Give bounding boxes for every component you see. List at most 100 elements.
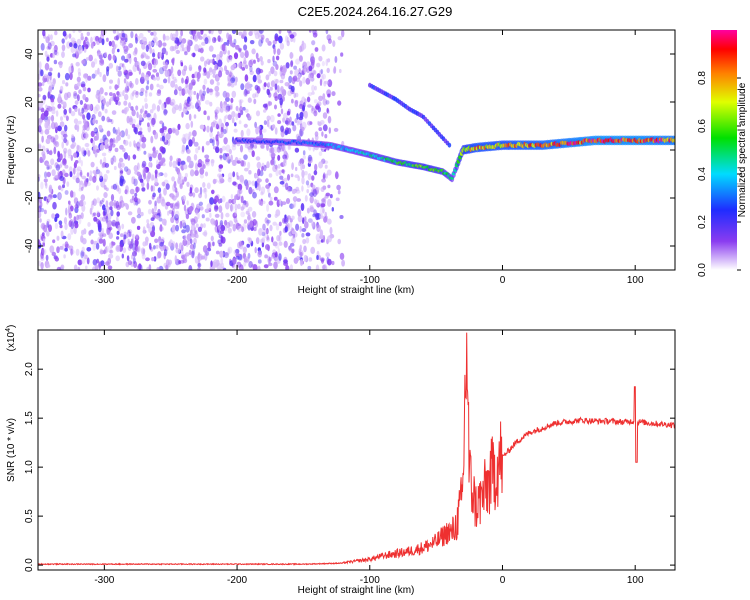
spectrogram-noise-cell	[38, 73, 41, 81]
spectrogram-noise-cell	[147, 62, 153, 71]
spectrogram-noise-cell	[227, 227, 232, 234]
spectrogram-noise-cell	[252, 191, 257, 199]
spectrogram-noise-cell	[257, 177, 261, 184]
spectrogram-noise-cell	[201, 41, 206, 46]
spectrogram-noise-cell	[188, 82, 193, 91]
spectrogram-noise-cell	[271, 124, 276, 129]
spectrogram-noise-cell	[329, 194, 333, 199]
spectrogram-noise-cell	[114, 147, 119, 153]
spectrogram-noise-cell	[132, 64, 138, 72]
spectrogram-noise-cell	[135, 246, 140, 253]
spectrogram-noise-cell	[226, 39, 230, 46]
spectrogram-noise-cell	[107, 212, 112, 221]
spectrogram-noise-cell	[308, 73, 312, 79]
spectrogram-noise-cell	[185, 224, 190, 233]
spectrogram-noise-cell	[311, 184, 316, 189]
spectrogram-noise-cell	[86, 31, 91, 36]
spectrogram-noise-cell	[272, 249, 277, 254]
spectrogram-noise-cell	[134, 239, 139, 247]
spectrogram-noise-cell	[38, 118, 42, 127]
spectrogram-noise-cell	[98, 232, 103, 237]
spectrogram-y-tick-label: 0	[24, 147, 35, 153]
spectrogram-noise-cell	[307, 154, 312, 162]
spectrogram-noise-cell	[208, 45, 214, 52]
snr-y-tick-label: 0.0	[24, 558, 35, 572]
spectrogram-noise-cell	[142, 168, 147, 174]
colorbar-tick-label: 0.4	[697, 167, 708, 181]
spectrogram-noise-cell	[154, 203, 157, 212]
spectrogram-noise-cell	[95, 35, 100, 42]
spectrogram-noise-cell	[54, 134, 59, 141]
spectrogram-noise-cell	[197, 162, 202, 168]
spectrogram-noise-cell	[301, 169, 305, 178]
spectrogram-noise-cell	[225, 156, 229, 163]
colorbar: 0.00.20.40.60.8 Normalized spectral ampl…	[697, 30, 748, 277]
spectrogram-noise-cell	[316, 255, 319, 260]
spectrogram-noise-cell	[235, 114, 239, 121]
spectrogram-noise-cell	[322, 264, 328, 270]
spectrogram-noise-cell	[62, 30, 67, 37]
spectrogram-noise-cell	[95, 242, 100, 250]
spectrogram-noise-cell	[157, 152, 162, 161]
spectrogram-noise-cell	[81, 204, 86, 212]
spectrogram-branch-cell	[447, 142, 452, 148]
spectrogram-noise-cell	[217, 35, 221, 42]
spectrogram-noise-cell	[131, 216, 136, 224]
spectrogram-noise-cell	[113, 156, 117, 163]
spectrogram-noise-cell	[270, 159, 275, 166]
spectrogram-noise-cell	[214, 90, 219, 98]
spectrogram-noise-cell	[211, 266, 215, 270]
spectrogram-noise-cell	[219, 154, 223, 159]
spectrogram-noise-cell	[66, 181, 70, 187]
spectrogram-noise-cell	[258, 30, 264, 34]
spectrogram-noise-cell	[215, 91, 220, 97]
spectrogram-noise-cell	[255, 126, 259, 135]
spectrogram-noise-cell	[141, 187, 146, 192]
spectrogram-noise-cell	[243, 57, 247, 62]
spectrogram-noise-cell	[239, 99, 242, 108]
spectrogram-noise-cell	[298, 103, 304, 109]
spectrogram-noise-cell	[212, 178, 217, 185]
spectrogram-noise-cell	[266, 218, 270, 226]
spectrogram-noise-cell	[199, 174, 204, 179]
spectrogram-x-tick-label: 100	[627, 275, 644, 286]
spectrogram-noise-cell	[227, 177, 232, 183]
spectrogram-noise-cell	[156, 105, 161, 112]
spectrogram-noise-cell	[244, 74, 249, 82]
spectrogram-noise-cell	[64, 241, 69, 249]
spectrogram-noise-cell	[61, 51, 65, 58]
spectrogram-noise-cell	[92, 259, 98, 266]
spectrogram-noise-cell	[209, 138, 213, 144]
spectrogram-noise-cell	[64, 190, 69, 195]
spectrogram-noise-cell	[273, 78, 278, 84]
spectrogram-noise-cell	[297, 208, 302, 217]
spectrogram-noise-cell	[175, 191, 179, 198]
spectrogram-noise-cell	[53, 140, 58, 146]
spectrogram-noise-cell	[327, 93, 331, 98]
spectrogram-noise-cell	[249, 220, 253, 228]
spectrogram-noise-cell	[183, 176, 188, 182]
spectrogram-noise-cell	[52, 201, 57, 210]
spectrogram-noise-cell	[248, 170, 252, 175]
spectrogram-noise-cell	[188, 207, 193, 212]
spectrogram-noise-cell	[167, 75, 171, 84]
spectrogram-noise-cell	[150, 185, 154, 192]
spectrogram-noise-cell	[232, 263, 236, 270]
spectrogram-noise-cell	[261, 200, 266, 205]
spectrogram-noise-cell	[47, 71, 53, 77]
spectrogram-noise-cell	[99, 60, 105, 66]
spectrogram-noise-cell	[288, 75, 293, 84]
spectrogram-noise-cell	[46, 230, 50, 237]
spectrogram-noise-cell	[147, 208, 152, 215]
spectrogram-noise-cell	[182, 238, 188, 247]
spectrogram-noise-cell	[69, 72, 73, 81]
spectrogram-noise-cell	[311, 40, 316, 46]
spectrogram-noise-cell	[289, 70, 293, 75]
spectrogram-noise-cell	[237, 223, 242, 229]
spectrogram-noise-cell	[337, 238, 342, 245]
spectrogram-noise-cell	[315, 105, 320, 110]
spectrogram-noise-cell	[327, 79, 333, 88]
spectrogram-noise-cell	[126, 85, 129, 92]
spectrogram-noise-cell	[145, 89, 148, 94]
spectrogram-noise-cell	[247, 161, 251, 170]
